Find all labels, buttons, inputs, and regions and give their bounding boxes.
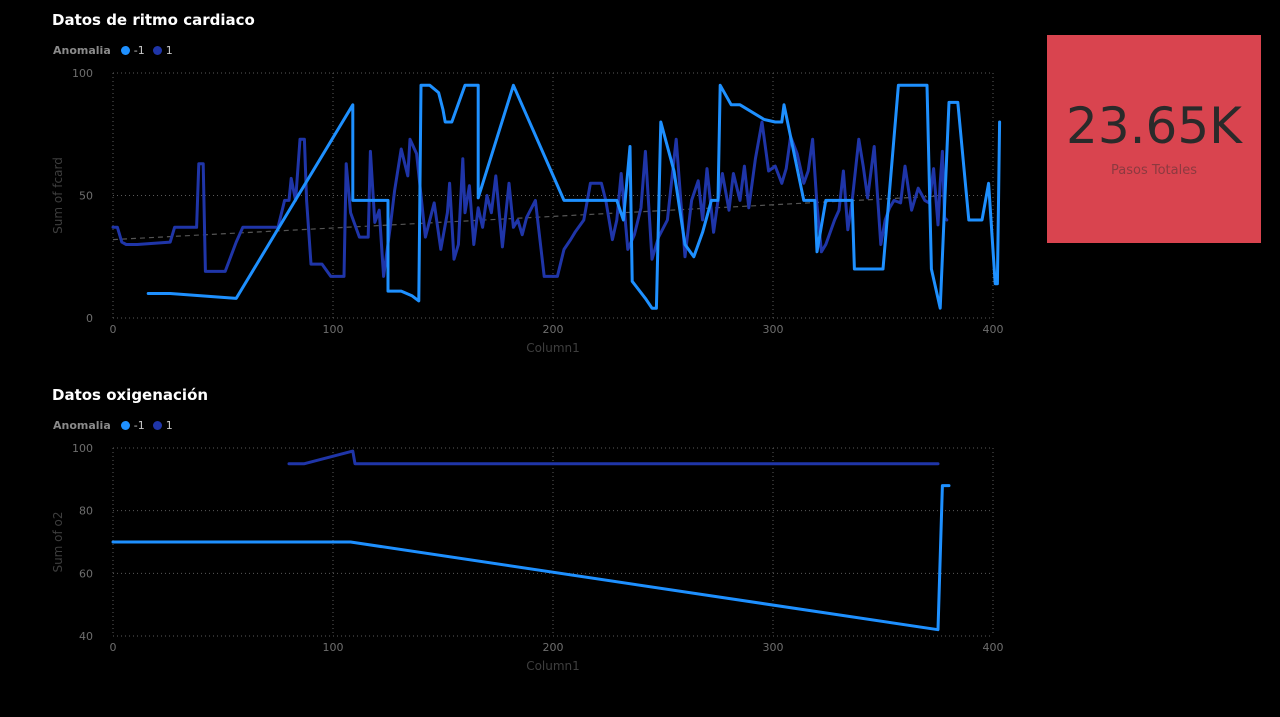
x-tick-label: 400 xyxy=(983,323,1004,336)
y-axis-title: Sum of fcard xyxy=(51,157,65,234)
heart-rate-visual: Datos de ritmo cardiaco Anomalia -1 1 0 5… xyxy=(0,0,1030,370)
y-tick-label: 50 xyxy=(79,190,93,203)
y-tick-label: 100 xyxy=(72,67,93,80)
y-tick-label: 100 xyxy=(72,442,93,455)
x-axis-title: Column1 xyxy=(526,341,580,355)
y-axis-title: Sum of o2 xyxy=(51,511,65,572)
kpi-value: 23.65K xyxy=(1066,96,1242,155)
series-line-neg1 xyxy=(111,484,951,632)
oxygen-legend-title: Anomalia xyxy=(53,419,111,432)
series-line-neg1 xyxy=(146,83,1002,310)
x-tick-label: 300 xyxy=(763,641,784,654)
x-tick-label: 200 xyxy=(543,641,564,654)
legend-dot-1[interactable] xyxy=(152,46,162,55)
legend-dot-1[interactable] xyxy=(152,421,162,430)
legend-label-1[interactable]: 1 xyxy=(165,419,173,432)
x-tick-label: 100 xyxy=(323,323,344,336)
series-line-1 xyxy=(287,449,940,466)
x-tick-label: 0 xyxy=(110,323,117,336)
y-tick-label: 0 xyxy=(86,312,93,325)
oxygen-chart-title: Datos oxigenación xyxy=(52,386,209,404)
oxygen-legend: Anomalia -1 1 xyxy=(53,419,175,432)
heart-rate-chart-svg[interactable]: 0 50 100 0 100 200 300 400 Column1 Sum of fcard xyxy=(0,0,1030,370)
oxygen-visual: Datos oxigenación Anomalia -1 1 40 60 80 10… xyxy=(0,380,1030,690)
y-tick-label: 40 xyxy=(79,630,93,643)
legend-dot-neg1[interactable] xyxy=(120,421,130,430)
heart-rate-legend: Anomalia -1 1 xyxy=(53,44,175,57)
x-tick-label: 100 xyxy=(323,641,344,654)
x-axis-title: Column1 xyxy=(526,659,580,673)
y-tick-label: 80 xyxy=(79,505,93,518)
legend-label-neg1[interactable]: -1 xyxy=(133,419,145,432)
x-tick-label: 400 xyxy=(983,641,1004,654)
steps-kpi-card[interactable]: 23.65K Pasos Totales xyxy=(1047,35,1261,243)
trend-line xyxy=(112,194,950,241)
heart-rate-chart-title: Datos de ritmo cardiaco xyxy=(52,11,255,29)
legend-dot-neg1[interactable] xyxy=(120,46,130,55)
y-tick-label: 60 xyxy=(79,567,93,580)
heart-rate-legend-title: Anomalia xyxy=(53,44,111,57)
oxygen-chart-svg[interactable]: 40 60 80 100 0 100 200 300 400 Column1 Sum of o2 xyxy=(0,380,1030,690)
legend-label-1[interactable]: 1 xyxy=(165,44,173,57)
kpi-label: Pasos Totales xyxy=(1111,162,1197,178)
series-line-1 xyxy=(111,120,949,278)
legend-label-neg1[interactable]: -1 xyxy=(133,44,145,57)
x-tick-label: 0 xyxy=(110,641,117,654)
x-tick-label: 200 xyxy=(543,323,564,336)
x-tick-label: 300 xyxy=(763,323,784,336)
